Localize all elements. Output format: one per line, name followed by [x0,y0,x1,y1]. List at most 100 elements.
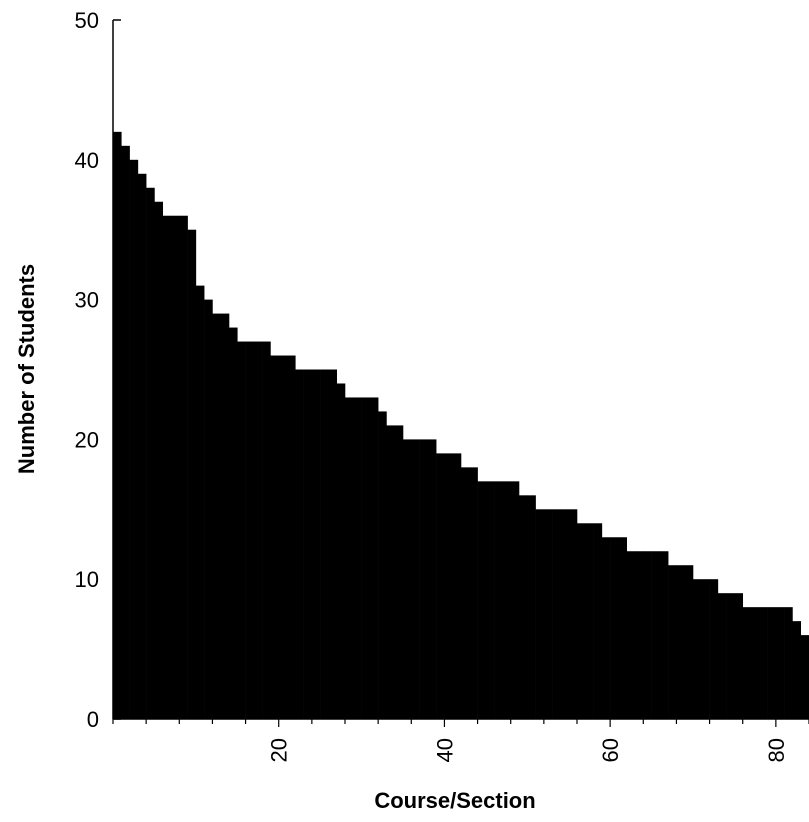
bar [494,481,503,719]
bar [477,481,487,719]
bar [369,397,379,719]
y-tick-label: 50 [75,8,99,33]
bar [792,621,802,719]
bar [568,509,578,719]
bar [701,579,710,719]
bar [643,551,652,719]
bar [320,369,329,719]
bar [162,215,172,719]
bar [709,579,719,719]
y-tick-label: 30 [75,288,99,313]
bar [577,523,586,719]
bar [717,593,727,719]
bar [519,495,528,719]
y-tick-label: 20 [75,427,99,452]
bar [220,313,230,719]
bar [154,201,164,720]
bar [593,523,603,719]
bar [187,229,197,719]
bar [726,593,735,719]
bar [295,369,304,719]
bar [668,565,677,719]
bars-group [113,131,809,720]
bar [502,481,512,719]
bar [237,341,246,719]
bar [734,593,744,719]
bar [800,635,809,719]
bar [253,341,263,719]
bar [386,425,396,719]
bar [204,299,213,719]
bar [403,439,412,719]
x-tick-label: 80 [764,738,789,762]
bar [146,187,155,719]
y-tick-label: 40 [75,148,99,173]
bar [270,355,280,719]
bar [427,439,437,719]
bar [353,397,362,719]
bar [461,467,470,719]
bar [742,607,752,719]
bar [767,607,777,719]
bar [394,425,404,719]
x-axis-title: Course/Section [374,788,535,813]
bar [229,327,238,719]
bar [452,453,462,719]
bar [436,453,445,719]
bar [775,607,785,719]
bar [311,369,321,719]
bar [262,341,271,719]
bar [303,369,313,719]
bar [345,397,354,719]
bar [552,509,561,719]
bar [287,355,296,719]
x-tick-label: 20 [267,738,292,762]
bar [651,551,661,719]
bar [485,481,495,719]
bar [179,215,188,719]
bar [543,509,553,719]
bar [378,411,387,719]
bar [328,369,338,719]
bar [444,453,454,719]
bar [171,215,180,719]
bar [684,565,694,719]
bar [759,607,768,719]
bar [527,495,536,719]
bar [469,467,478,719]
bar [676,565,686,719]
bar [659,551,669,719]
bar [601,537,611,719]
bar [626,551,636,719]
bar [618,537,628,719]
bar [129,159,139,720]
bar [751,607,760,719]
y-axis-ticks: 0 10 20 30 40 50 [75,8,121,732]
bar [278,355,288,719]
bar [195,285,205,719]
x-axis-ticks: 20 40 60 80 [112,719,809,762]
bar [784,607,793,719]
bar [560,509,570,719]
bar [137,173,147,719]
x-tick-label: 40 [432,738,457,762]
bar [510,481,520,719]
bar [336,383,346,719]
y-axis-title: Number of Students [14,264,39,474]
x-tick-label: 60 [598,738,623,762]
bar [411,439,420,719]
bar [245,341,255,719]
y-tick-label: 0 [87,707,99,732]
bar [585,523,594,719]
bar [212,313,222,719]
bar [113,131,122,720]
bar [535,509,545,719]
bar [610,537,619,719]
y-tick-label: 10 [75,567,99,592]
bar [361,397,371,719]
bar [419,439,429,719]
bar [121,145,130,719]
bar [635,551,644,719]
bar [693,579,702,719]
